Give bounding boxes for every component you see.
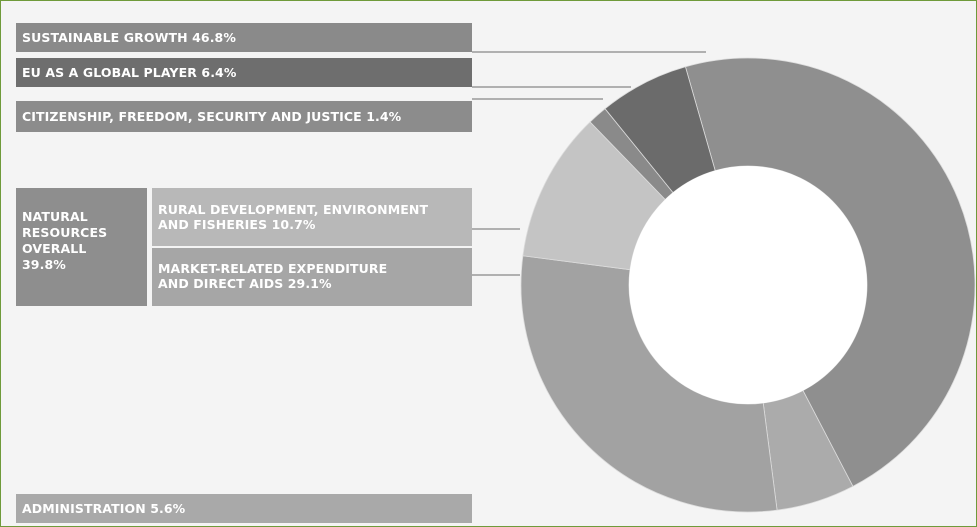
market-line-2: AND DIRECT AIDS 29.1% bbox=[158, 276, 332, 291]
donut-slices bbox=[520, 57, 976, 513]
natural-line-3: OVERALL bbox=[22, 241, 87, 256]
leader-lines bbox=[472, 51, 706, 276]
label-citizenship: CITIZENSHIP, FREEDOM, SECURITY AND JUSTI… bbox=[16, 101, 472, 132]
label-natural-resources-overall: NATURAL RESOURCES OVERALL 39.8% bbox=[16, 188, 147, 306]
rural-line-1: RURAL DEVELOPMENT, ENVIRONMENT bbox=[158, 202, 429, 217]
natural-line-2: RESOURCES bbox=[22, 225, 108, 240]
label-rural-development: RURAL DEVELOPMENT, ENVIRONMENT AND FISHE… bbox=[152, 188, 472, 246]
rural-line-2: AND FISHERIES 10.7% bbox=[158, 217, 316, 232]
label-citizenship-text: CITIZENSHIP, FREEDOM, SECURITY AND JUSTI… bbox=[22, 109, 402, 124]
label-eu-global-player: EU AS A GLOBAL PLAYER 6.4% bbox=[16, 58, 472, 87]
natural-line-4: 39.8% bbox=[22, 257, 66, 272]
label-sustainable-growth-text: SUSTAINABLE GROWTH 46.8% bbox=[22, 30, 236, 45]
donut-hole bbox=[629, 166, 867, 404]
label-eu-global-player-text: EU AS A GLOBAL PLAYER 6.4% bbox=[22, 65, 237, 80]
market-line-1: MARKET-RELATED EXPENDITURE bbox=[158, 261, 388, 276]
label-administration: ADMINISTRATION 5.6% bbox=[16, 494, 472, 523]
label-market-related: MARKET-RELATED EXPENDITURE AND DIRECT AI… bbox=[152, 248, 472, 306]
label-administration-text: ADMINISTRATION 5.6% bbox=[22, 501, 186, 516]
natural-line-1: NATURAL bbox=[22, 209, 88, 224]
label-sustainable-growth: SUSTAINABLE GROWTH 46.8% bbox=[16, 23, 472, 52]
